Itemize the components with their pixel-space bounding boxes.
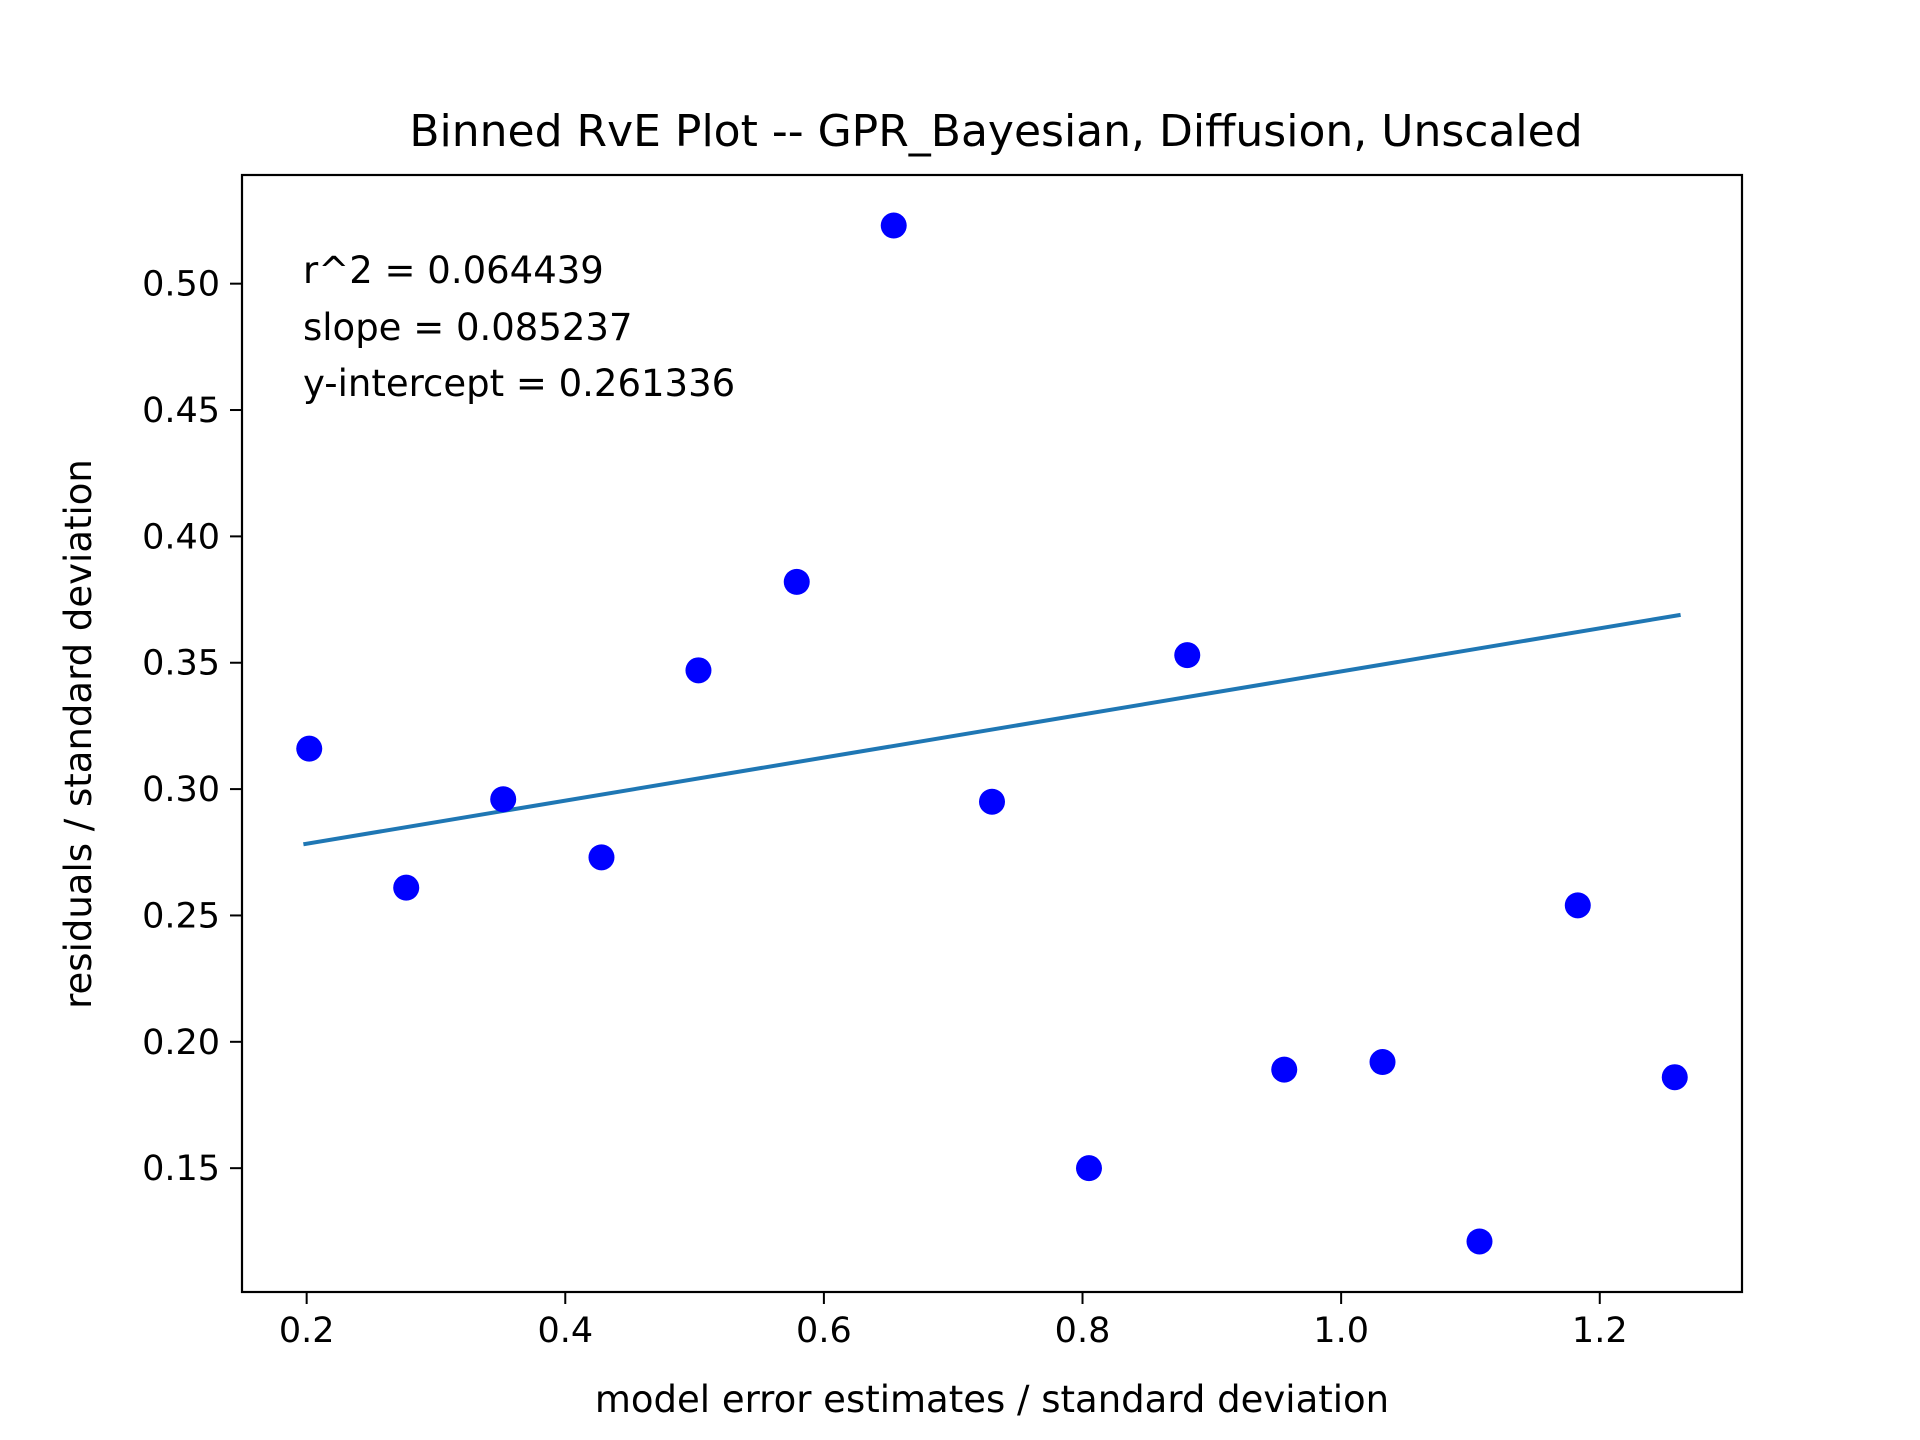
chart-title: Binned RvE Plot -- GPR_Bayesian, Diffusi… xyxy=(409,106,1582,157)
y-tick-label: 0.50 xyxy=(142,265,220,305)
x-axis-ticks: 0.2 0.4 0.6 0.8 1.0 1.2 xyxy=(279,1292,1628,1351)
data-point xyxy=(1661,1064,1688,1091)
data-point xyxy=(783,568,810,595)
y-tick-label: 0.15 xyxy=(142,1149,220,1189)
data-point xyxy=(1271,1056,1298,1083)
y-tick-label: 0.25 xyxy=(142,896,220,936)
x-axis-label: model error estimates / standard deviati… xyxy=(595,1378,1389,1421)
x-tick-label: 1.0 xyxy=(1313,1311,1369,1351)
data-point xyxy=(880,212,907,239)
y-tick-label: 0.20 xyxy=(142,1023,220,1063)
data-point xyxy=(685,657,712,684)
annotation-slope: slope = 0.085237 xyxy=(303,306,633,349)
x-tick-label: 0.2 xyxy=(279,1311,335,1351)
x-tick-label: 1.2 xyxy=(1572,1311,1628,1351)
y-axis-label: residuals / standard deviation xyxy=(57,459,100,1009)
stats-annotation: r^2 = 0.064439 slope = 0.085237 y-interc… xyxy=(303,249,735,405)
y-tick-label: 0.30 xyxy=(142,770,220,810)
data-point xyxy=(393,874,420,901)
data-points-layer xyxy=(296,212,1688,1255)
x-tick-label: 0.6 xyxy=(796,1311,852,1351)
fit-line-layer xyxy=(303,612,1681,847)
data-point xyxy=(1466,1228,1493,1255)
y-axis-ticks: 0.15 0.20 0.25 0.30 0.35 0.40 0.45 0.50 xyxy=(142,265,242,1189)
data-point xyxy=(1075,1155,1102,1182)
data-point xyxy=(490,786,517,813)
y-tick-label: 0.35 xyxy=(142,644,220,684)
plot-area-frame xyxy=(240,173,1744,1294)
y-tick-label: 0.45 xyxy=(142,391,220,431)
y-tick-label: 0.40 xyxy=(142,517,220,557)
data-point xyxy=(979,788,1005,815)
annotation-r-squared: r^2 = 0.064439 xyxy=(303,249,604,292)
x-tick-label: 0.8 xyxy=(1055,1311,1111,1351)
x-tick-label: 0.4 xyxy=(537,1311,593,1351)
data-point xyxy=(1174,642,1201,669)
annotation-y-intercept: y-intercept = 0.261336 xyxy=(303,362,735,405)
data-point xyxy=(588,844,615,871)
data-point xyxy=(1564,892,1591,919)
linear-fit-line xyxy=(303,612,1681,847)
data-point xyxy=(296,735,323,762)
data-point xyxy=(1369,1049,1396,1076)
